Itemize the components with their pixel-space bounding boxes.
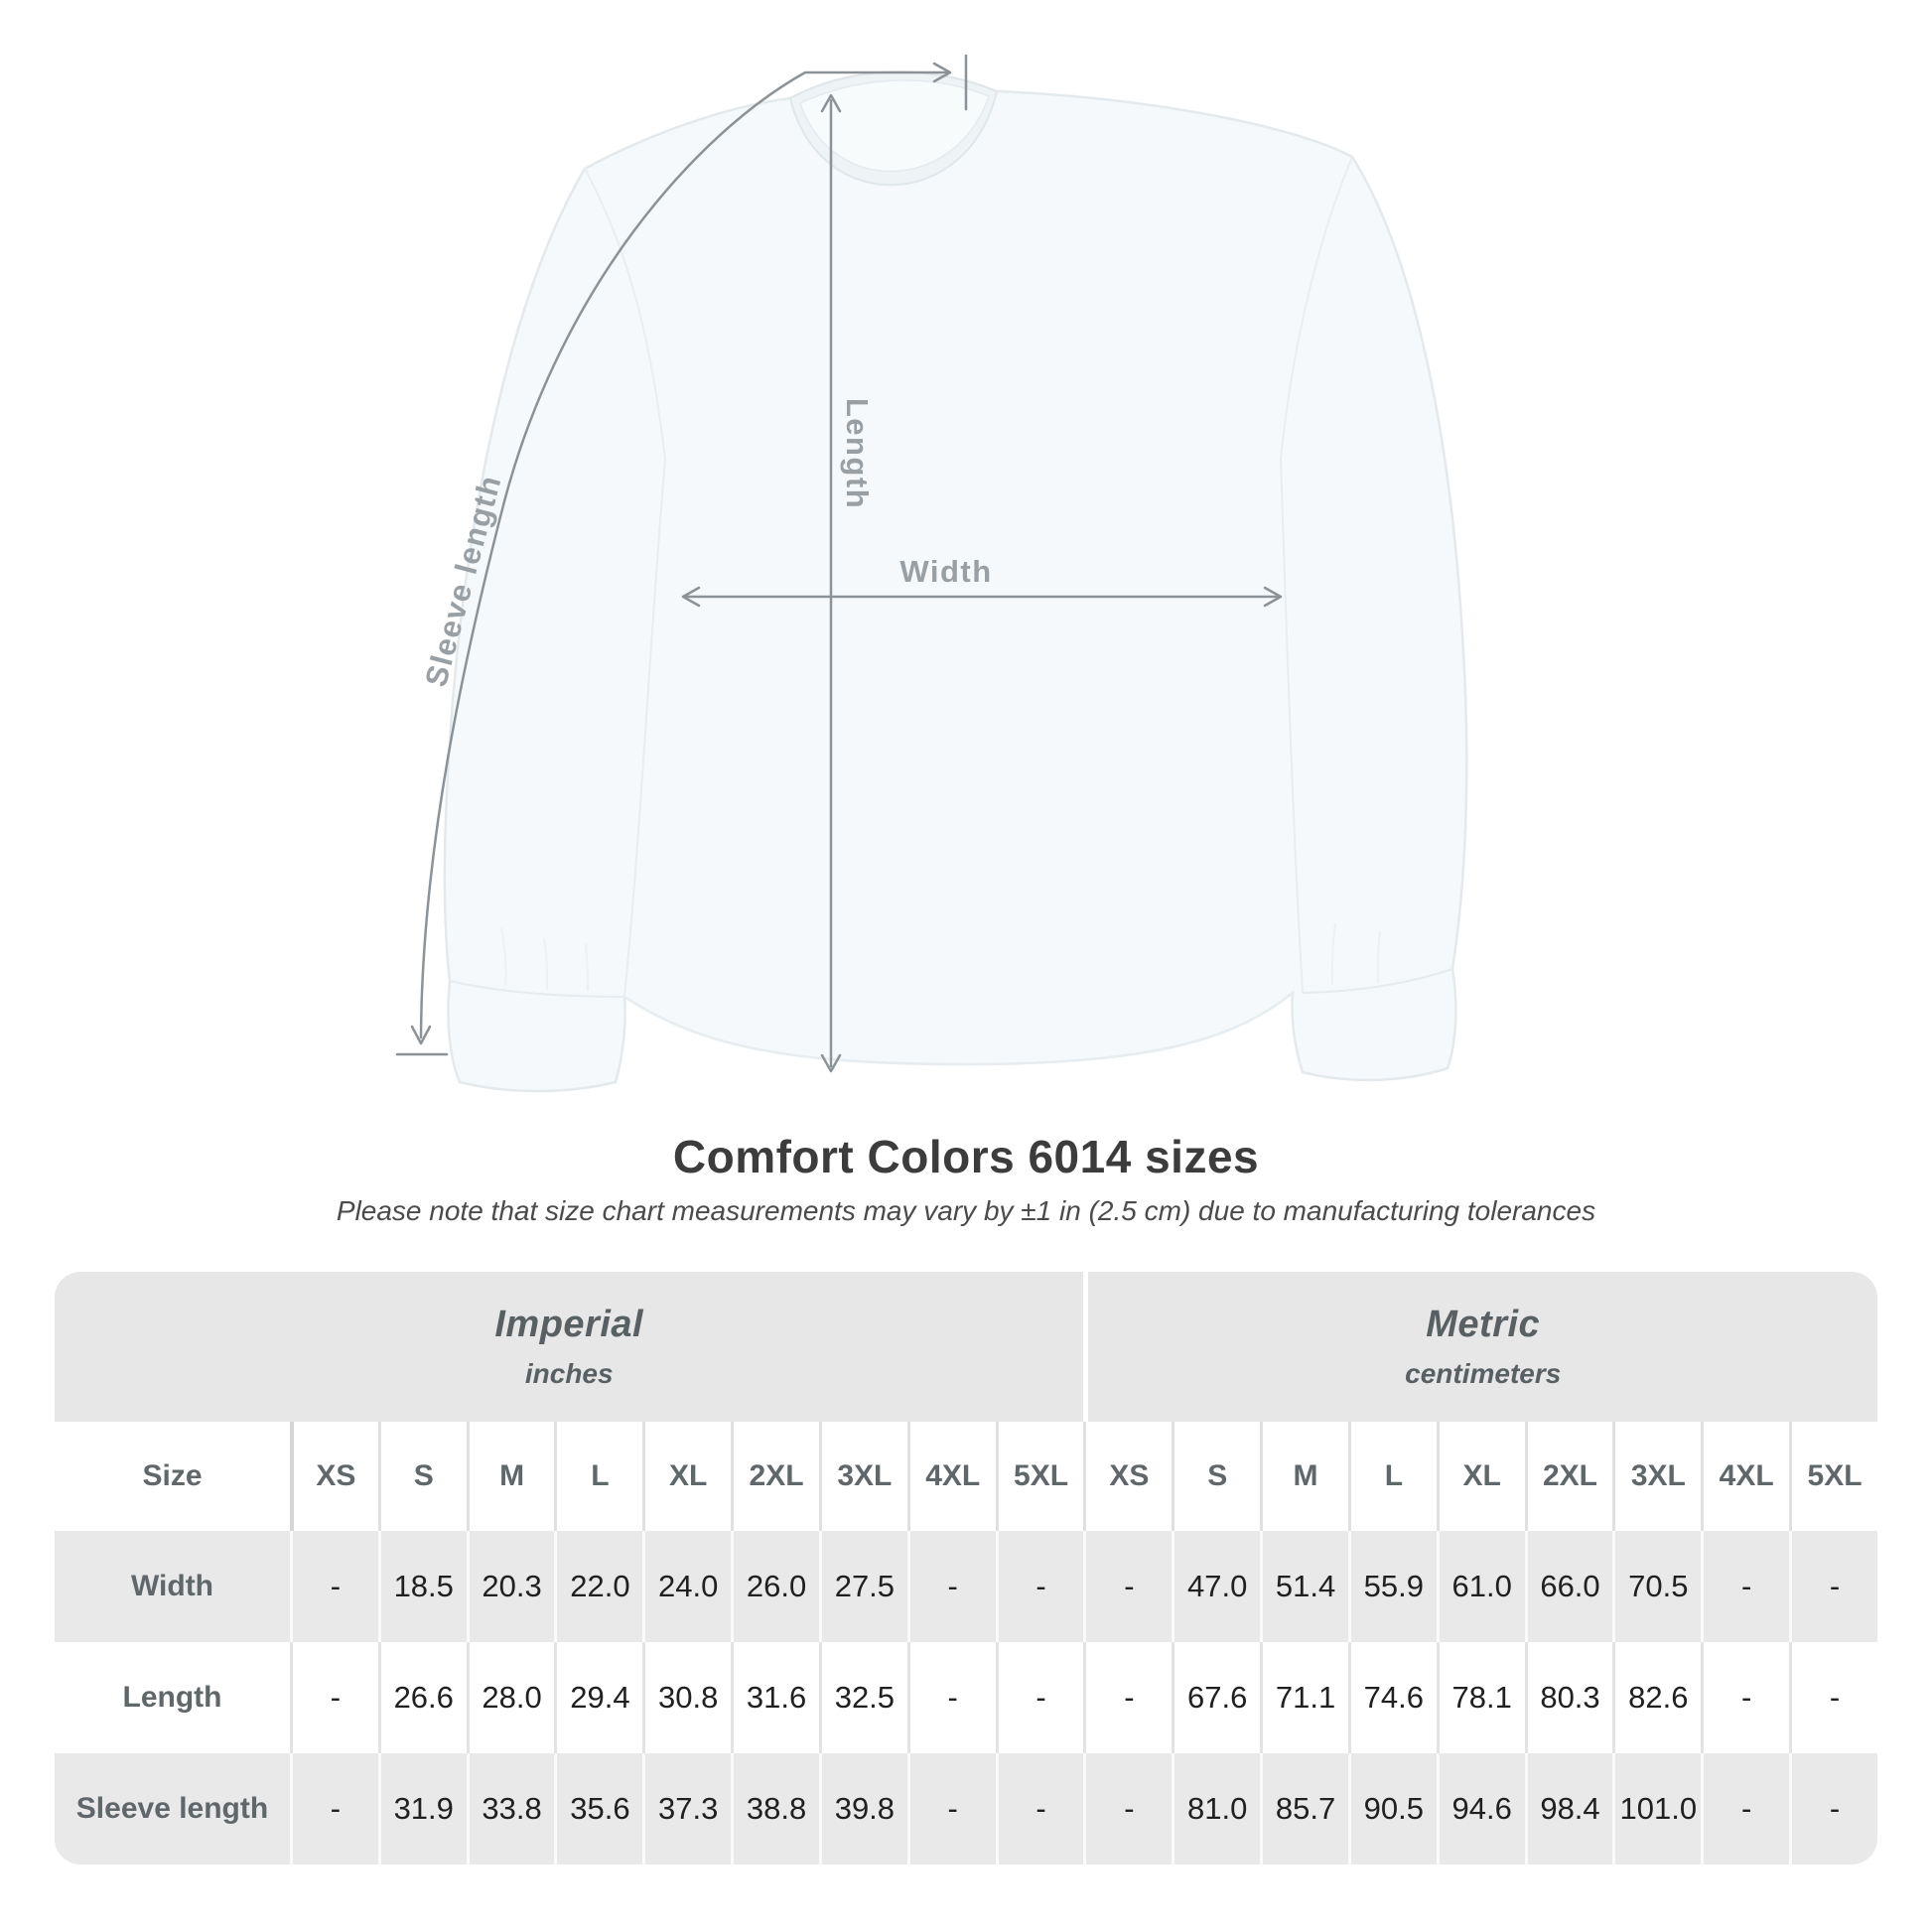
size-header: 5XL	[995, 1422, 1084, 1531]
value-cell: 51.4	[1260, 1531, 1348, 1642]
value-cell: 66.0	[1524, 1531, 1613, 1642]
value-cell: 61.0	[1436, 1531, 1525, 1642]
value-cell: 31.6	[731, 1642, 819, 1753]
value-cell: -	[1789, 1531, 1877, 1642]
value-cell: 29.4	[554, 1642, 643, 1753]
value-cell: 55.9	[1347, 1531, 1437, 1642]
value-cell: 70.5	[1612, 1531, 1702, 1642]
value-cell: 90.5	[1347, 1753, 1437, 1864]
value-cell: -	[1789, 1753, 1877, 1864]
size-header: 4XL	[1701, 1422, 1790, 1531]
value-cell: -	[290, 1642, 378, 1753]
value-cell: -	[1701, 1531, 1790, 1642]
size-column-header: Size	[55, 1422, 290, 1531]
value-cell: 32.5	[818, 1642, 907, 1753]
width-measure-line	[681, 586, 1283, 608]
size-header: L	[554, 1422, 643, 1531]
value-cell: -	[1701, 1642, 1790, 1753]
value-cell: 67.6	[1172, 1642, 1261, 1753]
value-cell: -	[1083, 1531, 1173, 1642]
value-cell: 27.5	[818, 1531, 907, 1642]
shoulder-reference-arrow	[804, 54, 968, 111]
size-header: 2XL	[1524, 1422, 1613, 1531]
value-cell: 26.0	[731, 1531, 819, 1642]
value-cell: 30.8	[642, 1642, 732, 1753]
size-header: 4XL	[906, 1422, 996, 1531]
length-label: Length	[840, 397, 875, 510]
size-header: S	[377, 1422, 467, 1531]
size-header: 5XL	[1789, 1422, 1877, 1531]
width-label: Width	[899, 554, 993, 589]
value-cell: 38.8	[731, 1753, 819, 1864]
value-cell: -	[995, 1642, 1084, 1753]
value-cell: -	[906, 1753, 996, 1864]
value-cell: 31.9	[377, 1753, 467, 1864]
table-row-sleeve-length: Sleeve length - 31.9 33.8 35.6 37.3 38.8…	[55, 1753, 1877, 1864]
size-header: S	[1172, 1422, 1261, 1531]
value-cell: -	[1083, 1753, 1173, 1864]
metric-header: Metric centimeters	[1083, 1272, 1877, 1422]
row-label: Length	[55, 1642, 290, 1753]
row-label: Width	[55, 1531, 290, 1642]
value-cell: 80.3	[1524, 1642, 1613, 1753]
unit-header-row: Imperial inches Metric centimeters	[55, 1272, 1877, 1422]
value-cell: -	[1083, 1642, 1173, 1753]
value-cell: 24.0	[642, 1531, 732, 1642]
value-cell: -	[1701, 1753, 1790, 1864]
value-cell: -	[995, 1531, 1084, 1642]
value-cell: 98.4	[1524, 1753, 1613, 1864]
value-cell: 74.6	[1347, 1642, 1437, 1753]
value-cell: 47.0	[1172, 1531, 1261, 1642]
imperial-label: Imperial	[494, 1304, 644, 1345]
value-cell: -	[906, 1642, 996, 1753]
sleeve-length-measure-line	[395, 70, 807, 1056]
table-row-length: Length - 26.6 28.0 29.4 30.8 31.6 32.5 -…	[55, 1642, 1877, 1753]
value-cell: 20.3	[466, 1531, 555, 1642]
shirt-illustration	[395, 54, 1468, 1093]
value-cell: -	[906, 1531, 996, 1642]
value-cell: 85.7	[1260, 1753, 1348, 1864]
size-header: XL	[642, 1422, 732, 1531]
imperial-unit: inches	[524, 1358, 614, 1389]
size-header: XS	[290, 1422, 378, 1531]
value-cell: -	[1789, 1642, 1877, 1753]
size-header: M	[1260, 1422, 1348, 1531]
value-cell: -	[995, 1753, 1084, 1864]
shirt-measurement-diagram: Sleeve length Length Width	[395, 54, 1468, 1093]
tolerance-note: Please note that size chart measurements…	[336, 1195, 1596, 1226]
size-header: XL	[1436, 1422, 1525, 1531]
size-header: L	[1347, 1422, 1437, 1531]
size-header: XS	[1083, 1422, 1173, 1531]
value-cell: 26.6	[377, 1642, 467, 1753]
row-label: Sleeve length	[55, 1753, 290, 1864]
value-cell: 82.6	[1612, 1642, 1702, 1753]
value-cell: 33.8	[466, 1753, 555, 1864]
size-header: 3XL	[818, 1422, 907, 1531]
value-cell: 101.0	[1612, 1753, 1702, 1864]
size-chart-table: Imperial inches Metric centimeters Size …	[55, 1272, 1877, 1864]
metric-label: Metric	[1426, 1304, 1541, 1345]
page-title: Comfort Colors 6014 sizes	[672, 1131, 1260, 1182]
value-cell: 71.1	[1260, 1642, 1348, 1753]
metric-unit: centimeters	[1405, 1358, 1562, 1389]
size-header-row: Size XS S M L XL 2XL 3XL 4XL 5XL XS S M …	[55, 1422, 1877, 1531]
table-row-width: Width - 18.5 20.3 22.0 24.0 26.0 27.5 - …	[55, 1531, 1877, 1642]
value-cell: -	[290, 1531, 378, 1642]
imperial-header: Imperial inches	[55, 1272, 1084, 1422]
size-header: 2XL	[731, 1422, 819, 1531]
value-cell: -	[290, 1753, 378, 1864]
value-cell: 22.0	[554, 1531, 643, 1642]
value-cell: 81.0	[1172, 1753, 1261, 1864]
value-cell: 28.0	[466, 1642, 555, 1753]
value-cell: 94.6	[1436, 1753, 1525, 1864]
long-sleeve-shirt-graphic	[443, 70, 1468, 1093]
value-cell: 78.1	[1436, 1642, 1525, 1753]
length-measure-line	[820, 93, 842, 1073]
size-header: 3XL	[1612, 1422, 1702, 1531]
value-cell: 37.3	[642, 1753, 732, 1864]
value-cell: 35.6	[554, 1753, 643, 1864]
value-cell: 18.5	[377, 1531, 467, 1642]
value-cell: 39.8	[818, 1753, 907, 1864]
size-header: M	[466, 1422, 555, 1531]
